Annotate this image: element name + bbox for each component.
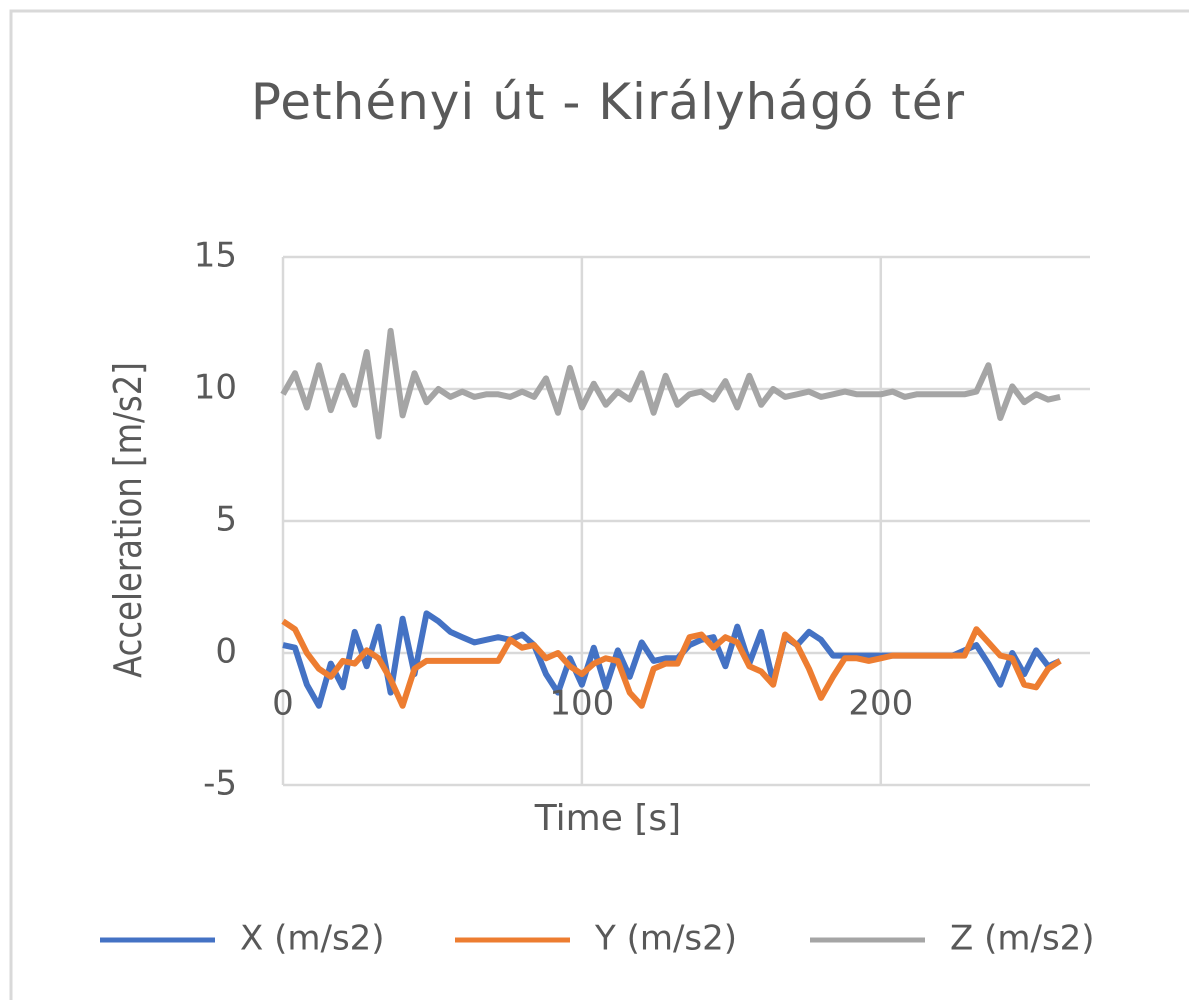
chart-title: Pethényi út - Királyhágó tér <box>250 73 966 131</box>
series-line <box>281 618 1062 709</box>
legend-label: Z (m/s2) <box>950 919 1095 959</box>
x-tick-label: 0 <box>272 684 294 724</box>
series-line <box>280 327 1061 440</box>
x-axis-title: Time [s] <box>534 798 681 839</box>
x-tick-label: 200 <box>848 684 913 724</box>
y-axis-title: Acceleration [m/s2] <box>106 362 150 678</box>
y-tick-label: 5 <box>215 500 237 540</box>
y-tick-label: -5 <box>203 764 237 804</box>
y-tick-label: 10 <box>194 368 237 408</box>
legend-label: X (m/s2) <box>240 919 385 959</box>
legend-label: Y (m/s2) <box>594 919 737 959</box>
y-tick-label: 0 <box>215 632 237 672</box>
x-tick-label: 100 <box>549 684 614 724</box>
y-tick-label: 15 <box>194 236 237 276</box>
chart-frame <box>9 9 1189 1000</box>
